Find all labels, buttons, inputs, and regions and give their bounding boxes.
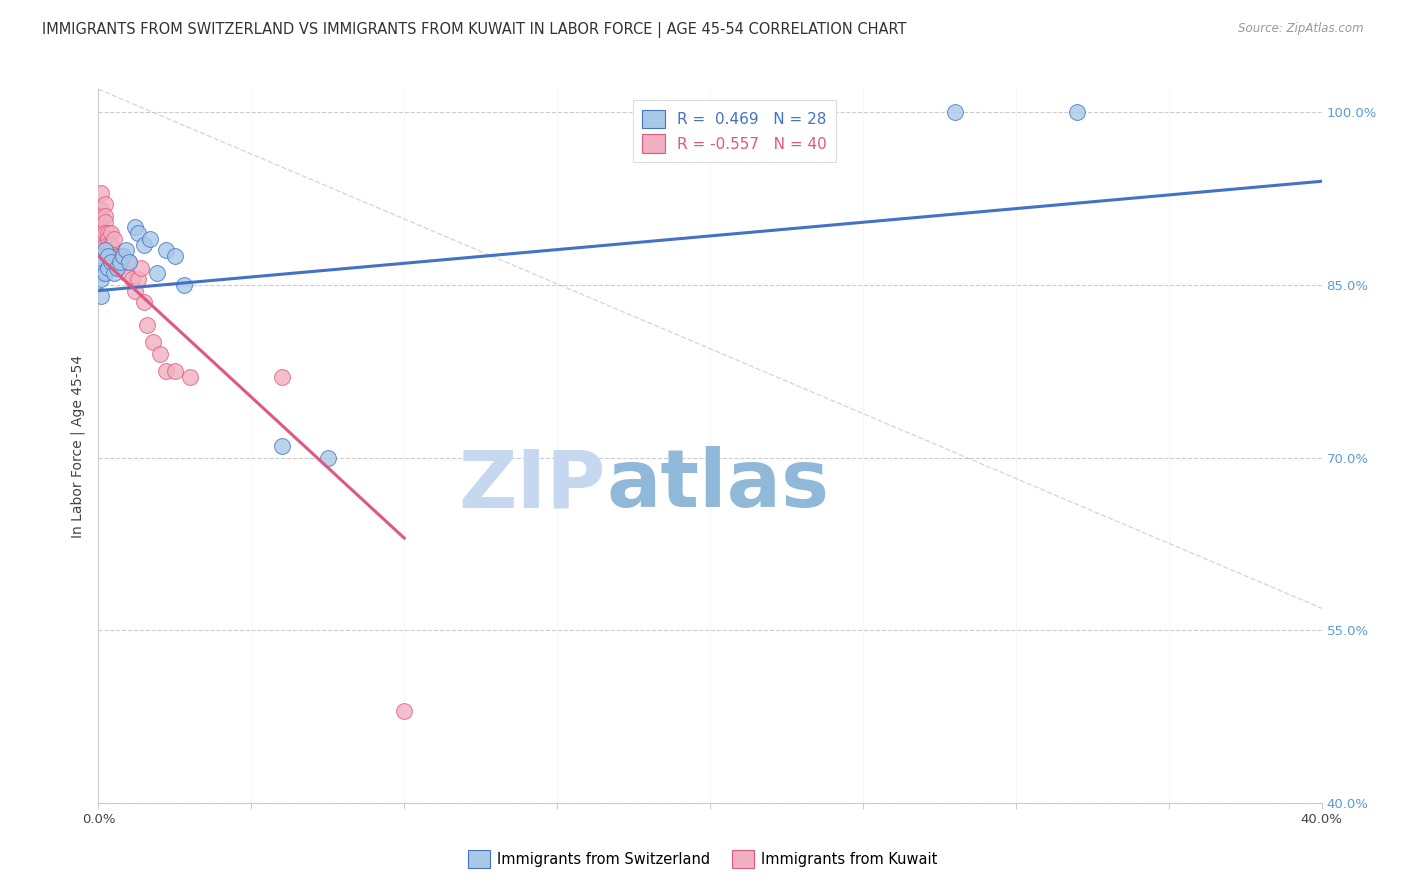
Text: IMMIGRANTS FROM SWITZERLAND VS IMMIGRANTS FROM KUWAIT IN LABOR FORCE | AGE 45-54: IMMIGRANTS FROM SWITZERLAND VS IMMIGRANT… xyxy=(42,22,907,38)
Point xyxy=(105,249,128,263)
Point xyxy=(155,244,177,258)
Text: Source: ZipAtlas.com: Source: ZipAtlas.com xyxy=(1239,22,1364,36)
Y-axis label: In Labor Force | Age 45-54: In Labor Force | Age 45-54 xyxy=(70,354,86,538)
Point xyxy=(90,209,112,223)
Point xyxy=(139,232,162,246)
Point xyxy=(136,318,159,333)
Point xyxy=(93,197,115,211)
Point xyxy=(134,237,156,252)
Point xyxy=(90,237,112,252)
Legend: R =  0.469   N = 28, R = -0.557   N = 40: R = 0.469 N = 28, R = -0.557 N = 40 xyxy=(633,101,837,162)
Point xyxy=(124,220,146,235)
Point xyxy=(105,260,128,275)
Point xyxy=(90,289,112,303)
Point xyxy=(142,335,165,350)
Point xyxy=(115,244,138,258)
Point xyxy=(270,370,292,384)
Point xyxy=(97,232,120,246)
Point xyxy=(392,704,416,718)
Point xyxy=(103,255,125,269)
Text: ZIP: ZIP xyxy=(458,446,606,524)
Point xyxy=(129,260,152,275)
Point xyxy=(93,237,115,252)
Point xyxy=(108,255,131,269)
Point xyxy=(97,249,120,263)
Point xyxy=(127,226,149,240)
Point xyxy=(163,364,186,378)
Point xyxy=(108,255,131,269)
Point xyxy=(90,272,112,286)
Point xyxy=(1066,105,1088,120)
Point xyxy=(118,255,141,269)
Point xyxy=(270,439,292,453)
Point xyxy=(90,220,112,235)
Point xyxy=(316,450,339,465)
Point xyxy=(93,209,115,223)
Point xyxy=(90,266,112,280)
Point xyxy=(97,260,120,275)
Point xyxy=(93,226,115,240)
Point xyxy=(90,202,112,217)
Point xyxy=(103,266,125,280)
Point xyxy=(103,232,125,246)
Point xyxy=(173,277,195,292)
Legend: Immigrants from Switzerland, Immigrants from Kuwait: Immigrants from Switzerland, Immigrants … xyxy=(463,845,943,874)
Point xyxy=(90,255,112,269)
Point xyxy=(93,244,115,258)
Point xyxy=(115,266,138,280)
Point xyxy=(90,186,112,200)
Point xyxy=(97,237,120,252)
Point xyxy=(155,364,177,378)
Point xyxy=(93,214,115,228)
Point xyxy=(90,232,112,246)
Point xyxy=(163,249,186,263)
Point xyxy=(90,249,112,263)
Point xyxy=(121,272,143,286)
Point xyxy=(943,105,966,120)
Point xyxy=(124,284,146,298)
Point xyxy=(100,237,122,252)
Point xyxy=(145,266,167,280)
Point xyxy=(97,226,120,240)
Point xyxy=(127,272,149,286)
Point xyxy=(111,249,134,263)
Point xyxy=(100,255,122,269)
Point xyxy=(90,226,112,240)
Point xyxy=(93,266,115,280)
Point xyxy=(149,347,172,361)
Point xyxy=(108,249,131,263)
Point xyxy=(118,255,141,269)
Point xyxy=(111,249,134,263)
Point xyxy=(179,370,201,384)
Point xyxy=(105,260,128,275)
Point xyxy=(100,226,122,240)
Point xyxy=(134,295,156,310)
Point xyxy=(97,249,120,263)
Text: atlas: atlas xyxy=(606,446,830,524)
